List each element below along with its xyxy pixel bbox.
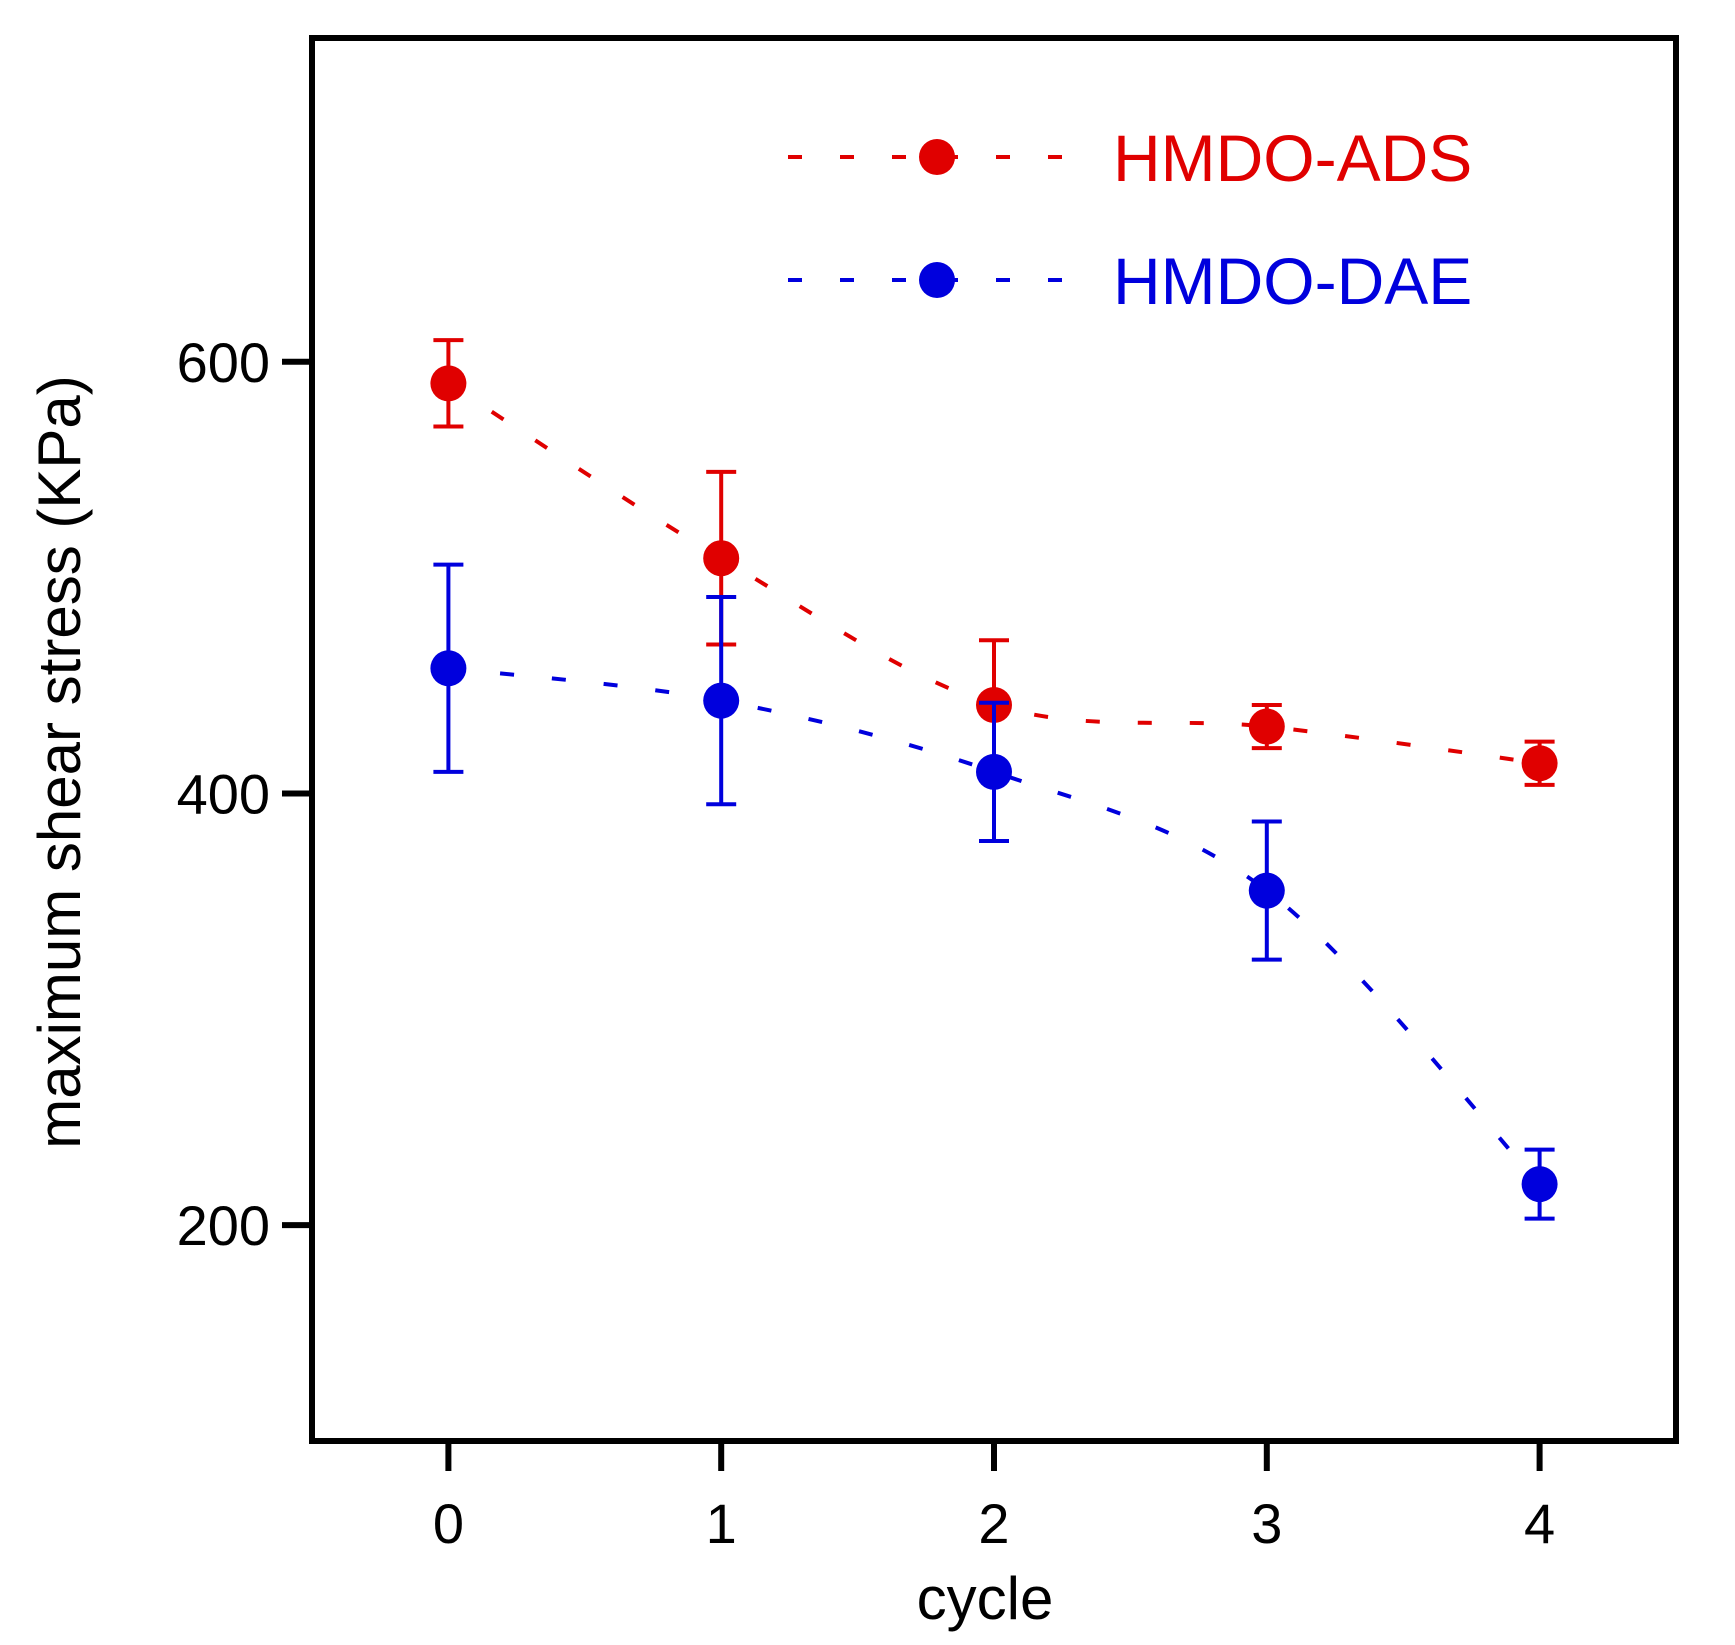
- data-series: [430, 338, 1558, 1221]
- y-tick-label: 200: [177, 1194, 270, 1257]
- data-point: [1248, 708, 1285, 745]
- legend-label: HMDO-ADS: [1113, 121, 1472, 195]
- data-point: [1521, 1166, 1558, 1203]
- data-point: [703, 682, 740, 719]
- y-tick-label: 600: [177, 331, 270, 394]
- legend-label: HMDO-DAE: [1113, 244, 1472, 318]
- legend-item-hmdo-ads: HMDO-ADS: [788, 121, 1472, 195]
- data-point: [430, 650, 467, 687]
- y-tick-label: 400: [177, 762, 270, 825]
- legend: HMDO-ADS HMDO-DAE: [788, 121, 1472, 318]
- x-tick-label: 0: [433, 1492, 464, 1555]
- data-point: [1248, 872, 1285, 909]
- data-point: [703, 540, 740, 577]
- x-tick-label: 3: [1251, 1492, 1282, 1555]
- axes: 0 1 2 3 4 200 400 600: [177, 331, 1556, 1555]
- legend-marker: [919, 262, 955, 298]
- trend-line-hmdo-dae: [448, 666, 1542, 1186]
- x-tick-label: 4: [1524, 1492, 1555, 1555]
- x-tick-label: 2: [978, 1492, 1009, 1555]
- data-point: [430, 365, 467, 402]
- data-point: [976, 753, 1012, 790]
- data-point: [1521, 745, 1558, 782]
- legend-marker: [919, 139, 955, 175]
- legend-item-hmdo-dae: HMDO-DAE: [788, 244, 1472, 318]
- y-axis-label: maximum shear stress (KPa): [26, 375, 93, 1149]
- x-axis-label: cycle: [917, 1565, 1054, 1632]
- x-tick-label: 1: [706, 1492, 737, 1555]
